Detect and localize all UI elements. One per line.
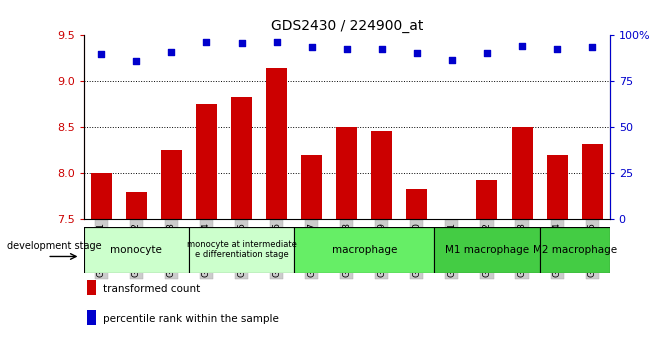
Point <box>587 45 598 50</box>
Point <box>377 46 387 52</box>
Bar <box>301 155 322 219</box>
Bar <box>582 144 603 219</box>
Bar <box>266 68 287 219</box>
Point <box>411 50 422 56</box>
Point <box>306 45 317 50</box>
Text: transformed count: transformed count <box>103 284 200 294</box>
Bar <box>406 189 427 219</box>
Point <box>166 49 177 55</box>
Bar <box>336 127 357 219</box>
Bar <box>231 97 252 219</box>
Point <box>342 46 352 52</box>
Bar <box>294 227 434 273</box>
Point <box>96 51 107 57</box>
Text: macrophage: macrophage <box>332 245 397 255</box>
Bar <box>539 227 610 273</box>
Bar <box>126 192 147 219</box>
Bar <box>161 150 182 219</box>
Text: M1 macrophage: M1 macrophage <box>445 245 529 255</box>
Bar <box>84 227 189 273</box>
Point <box>236 40 247 46</box>
Point <box>446 57 457 63</box>
Bar <box>90 173 112 219</box>
Text: percentile rank within the sample: percentile rank within the sample <box>103 314 279 324</box>
Bar <box>547 155 567 219</box>
Point <box>201 39 212 45</box>
Bar <box>434 227 539 273</box>
Bar <box>476 180 498 219</box>
Text: monocyte at intermediate
e differentiation stage: monocyte at intermediate e differentiati… <box>187 240 296 259</box>
Point <box>517 44 527 49</box>
Bar <box>87 280 96 295</box>
Bar <box>189 227 294 273</box>
Text: M2 macrophage: M2 macrophage <box>533 245 616 255</box>
Bar <box>371 131 393 219</box>
Bar <box>196 104 217 219</box>
Bar <box>511 127 533 219</box>
Point <box>131 58 142 64</box>
Title: GDS2430 / 224900_at: GDS2430 / 224900_at <box>271 19 423 33</box>
Point <box>482 50 492 56</box>
Point <box>271 39 282 45</box>
Bar <box>87 310 96 325</box>
Text: monocyte: monocyte <box>111 245 162 255</box>
Point <box>552 46 563 52</box>
Text: development stage: development stage <box>7 241 101 251</box>
